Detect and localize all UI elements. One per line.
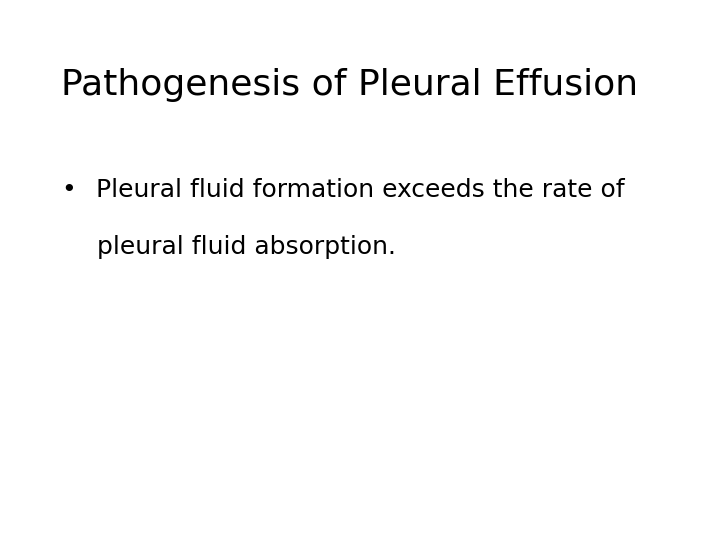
- Text: Pleural fluid formation exceeds the rate of: Pleural fluid formation exceeds the rate…: [96, 178, 624, 202]
- Text: •: •: [61, 178, 76, 202]
- Text: Pathogenesis of Pleural Effusion: Pathogenesis of Pleural Effusion: [61, 68, 639, 102]
- Text: pleural fluid absorption.: pleural fluid absorption.: [97, 235, 396, 259]
